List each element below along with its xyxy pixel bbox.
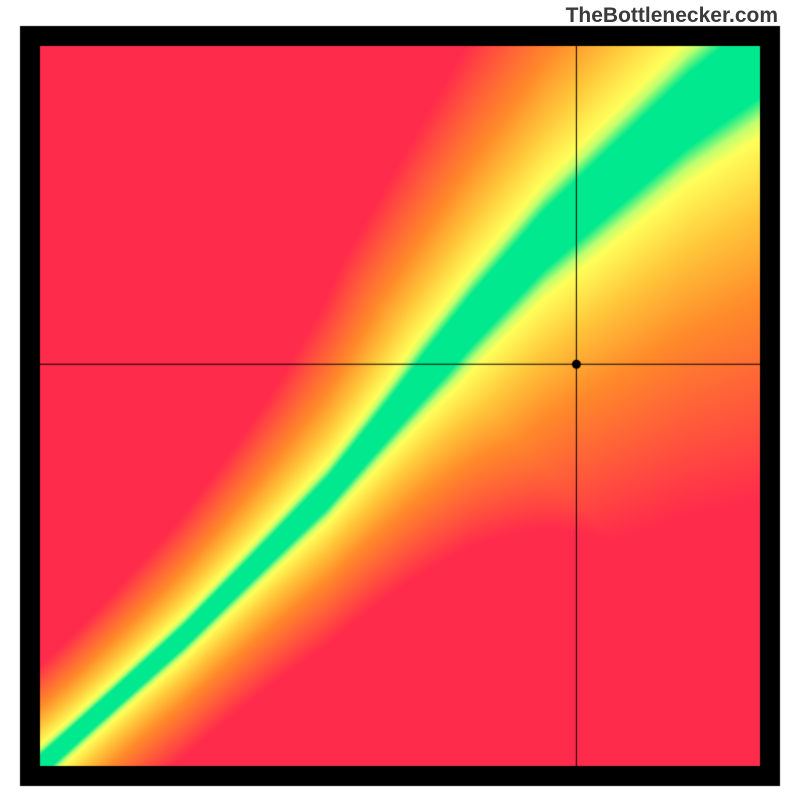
bottleneck-heatmap <box>0 0 800 800</box>
watermark-text: TheBottlenecker.com <box>566 4 778 28</box>
chart-container: TheBottlenecker.com <box>0 0 800 800</box>
